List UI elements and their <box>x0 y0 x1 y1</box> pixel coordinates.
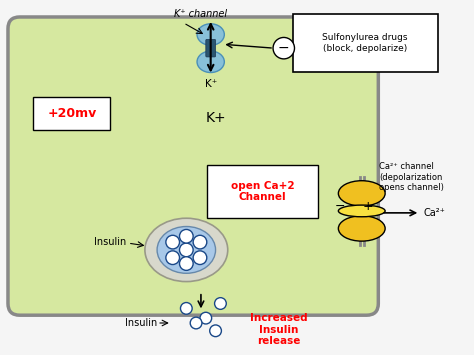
FancyBboxPatch shape <box>292 14 438 72</box>
Text: Sulfonylurea drugs
(block, depolarize): Sulfonylurea drugs (block, depolarize) <box>322 33 408 53</box>
Text: +: + <box>362 200 373 213</box>
Circle shape <box>180 257 193 271</box>
Text: K⁺ channel: K⁺ channel <box>174 9 228 19</box>
Circle shape <box>215 297 226 309</box>
Text: Ca²⁺: Ca²⁺ <box>423 208 445 218</box>
Circle shape <box>181 302 192 314</box>
Circle shape <box>273 37 294 59</box>
Circle shape <box>166 251 180 264</box>
Ellipse shape <box>145 218 228 282</box>
Circle shape <box>190 317 202 329</box>
Ellipse shape <box>197 24 224 45</box>
FancyBboxPatch shape <box>33 97 110 130</box>
Text: K⁺: K⁺ <box>205 79 217 89</box>
Text: −: − <box>335 200 346 213</box>
Circle shape <box>200 312 212 324</box>
Text: −: − <box>278 41 290 55</box>
Circle shape <box>193 235 207 249</box>
Circle shape <box>210 325 221 337</box>
Ellipse shape <box>157 226 216 273</box>
Text: Insulin: Insulin <box>125 318 157 328</box>
FancyBboxPatch shape <box>207 165 318 218</box>
Ellipse shape <box>197 51 224 72</box>
Circle shape <box>193 251 207 264</box>
Text: +20mv: +20mv <box>47 107 96 120</box>
Circle shape <box>166 235 180 249</box>
Circle shape <box>180 243 193 257</box>
Text: K+: K+ <box>205 111 226 125</box>
FancyBboxPatch shape <box>8 17 378 315</box>
Text: Insulin: Insulin <box>94 237 126 247</box>
FancyBboxPatch shape <box>206 39 216 57</box>
Ellipse shape <box>338 205 385 217</box>
Ellipse shape <box>338 181 385 206</box>
Text: open Ca+2
Channel: open Ca+2 Channel <box>230 181 294 202</box>
Text: Increased
Insulin
release: Increased Insulin release <box>250 313 307 346</box>
Text: Ca²⁺ channel
(depolarization
opens channel): Ca²⁺ channel (depolarization opens chann… <box>379 162 444 192</box>
Circle shape <box>180 229 193 243</box>
Ellipse shape <box>338 216 385 241</box>
